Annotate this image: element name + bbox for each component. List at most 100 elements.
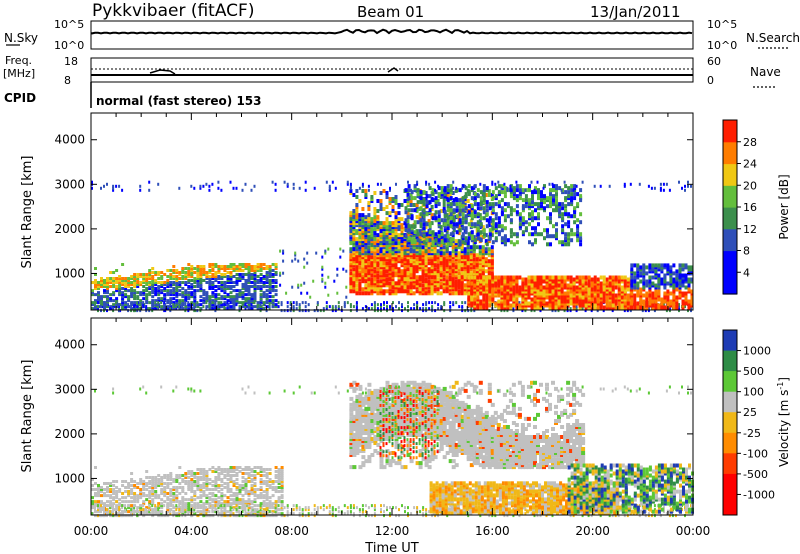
range-cell [259, 293, 263, 297]
range-cell [669, 265, 673, 270]
range-cell [355, 287, 359, 292]
range-cell [521, 204, 525, 209]
range-cell [169, 285, 173, 288]
range-cell [259, 279, 263, 282]
range-cell [575, 305, 578, 309]
range-cell [151, 279, 155, 282]
freq-panel-frame [90, 57, 694, 83]
range-cell [470, 206, 474, 211]
range-cell [555, 192, 558, 197]
range-cell [455, 202, 459, 207]
range-cell [397, 245, 401, 250]
range-cell [534, 216, 537, 221]
range-cell [217, 301, 221, 305]
range-cell [445, 281, 449, 286]
range-cell [430, 213, 434, 218]
range-cell [154, 287, 158, 290]
range-cell [382, 207, 386, 211]
range-cell [662, 182, 665, 186]
range-cell [460, 281, 464, 286]
range-cell [488, 309, 491, 313]
range-cell [548, 275, 552, 280]
range-cell [136, 285, 140, 288]
range-cell [232, 307, 236, 311]
range-cell [413, 303, 416, 307]
range-cell [321, 273, 324, 277]
range-cell [380, 307, 382, 311]
range-cell [349, 303, 352, 307]
range-cell [614, 293, 618, 298]
freq-tick-bottom: 8 [64, 74, 71, 87]
range-cell [506, 202, 510, 207]
range-cell [208, 297, 212, 301]
range-cell [253, 287, 257, 290]
range-cell [481, 253, 485, 258]
range-cell [235, 299, 239, 303]
range-cell [295, 307, 298, 311]
range-cell [413, 196, 417, 201]
range-cell [313, 309, 316, 313]
range-cell [370, 289, 374, 294]
range-cell [400, 217, 404, 222]
range-cell [629, 182, 632, 186]
range-cell [463, 253, 467, 258]
range-cell [214, 303, 217, 307]
range-cell [331, 309, 334, 313]
range-cell [379, 253, 383, 258]
range-cell [91, 500, 94, 504]
range-cell [109, 514, 113, 518]
range-cell [509, 287, 513, 292]
range-cell [193, 289, 197, 293]
range-cell [274, 273, 278, 276]
range-cell [91, 504, 94, 508]
range-cell [364, 223, 368, 228]
range-cell [638, 182, 641, 186]
range-cell [467, 236, 471, 241]
range-cell [458, 208, 462, 213]
range-cell [271, 285, 275, 288]
range-cell [133, 494, 137, 498]
range-cell [211, 285, 215, 288]
range-cell [407, 301, 409, 305]
range-cell [304, 301, 307, 305]
range-cell [106, 281, 109, 284]
range-cell [115, 496, 119, 500]
range-cell [145, 287, 149, 290]
range-cell [409, 259, 413, 264]
range-cell [268, 287, 272, 290]
range-cell [100, 299, 103, 303]
range-cell [121, 277, 125, 280]
range-cell [451, 253, 455, 258]
range-cell [466, 199, 470, 203]
range-cell [184, 271, 188, 274]
range-cell [500, 184, 504, 189]
range-cell [199, 289, 203, 293]
range-cell [458, 242, 462, 247]
range-cell [217, 297, 221, 301]
range-cell [467, 275, 471, 280]
range-cell [503, 182, 506, 186]
range-cell [647, 309, 650, 313]
range-cell [103, 504, 106, 508]
range-cell [256, 263, 260, 266]
range-cell [479, 206, 483, 211]
range-cell [226, 303, 230, 307]
range-cell [433, 213, 437, 218]
range-cell [575, 297, 579, 302]
range-cell [103, 307, 106, 311]
range-cell [229, 265, 233, 268]
range-cell [214, 275, 218, 278]
range-cell [524, 226, 528, 231]
range-cell [503, 279, 507, 284]
range-cell [482, 198, 486, 203]
range-cell [645, 291, 649, 296]
range-cell [256, 287, 260, 290]
range-cell [639, 287, 643, 292]
range-cell [488, 206, 492, 211]
range-cell [199, 295, 203, 299]
range-cell [542, 307, 545, 311]
range-cell [193, 279, 197, 282]
range-cell [361, 207, 365, 211]
range-cell [521, 281, 525, 286]
range-cell [494, 194, 498, 199]
